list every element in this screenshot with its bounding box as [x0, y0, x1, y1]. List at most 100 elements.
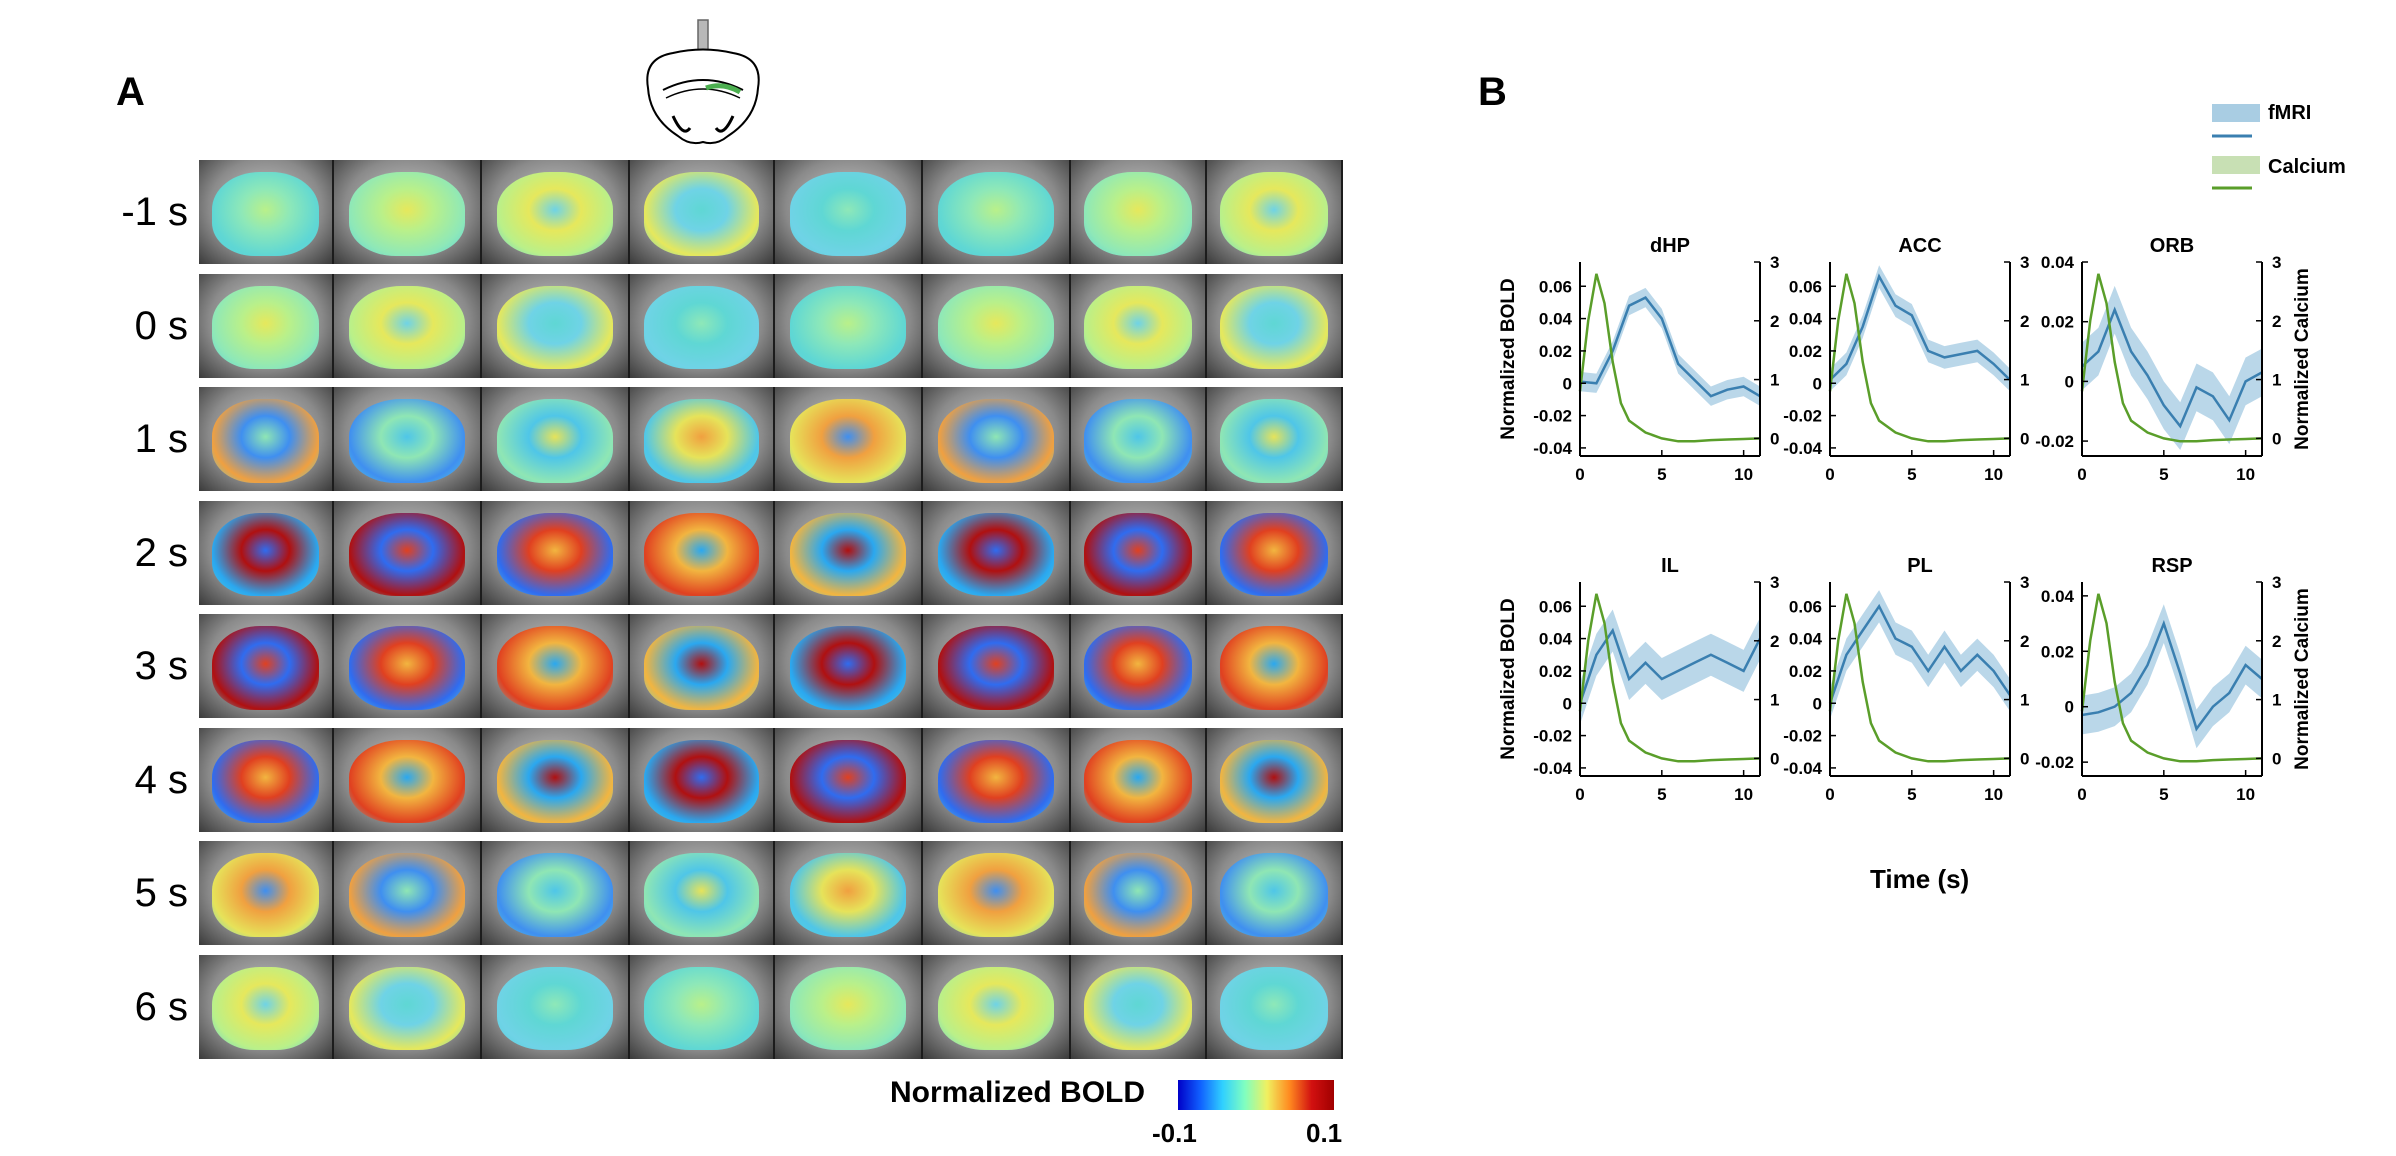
fmri-series-line [1578, 627, 1762, 704]
bold-activation-map [348, 172, 466, 256]
bold-activation-map [496, 285, 614, 370]
x-tick-label: 5 [2159, 785, 2168, 804]
brain-slice [1071, 727, 1207, 832]
brain-slice [775, 387, 923, 491]
bold-activation-map [1084, 966, 1192, 1051]
y-tick-label: 0 [1563, 374, 1572, 393]
fmri-series-line [1829, 273, 2011, 381]
bold-activation-map [496, 966, 614, 1051]
bold-activation-map [348, 399, 466, 483]
colorbar-title: Normalized BOLD [890, 1076, 1146, 1109]
x-tick-label: 10 [1734, 465, 1753, 484]
brain-slice [482, 727, 630, 832]
y2-tick-label: 3 [2272, 253, 2281, 272]
y-tick-label: -0.04 [1783, 439, 1822, 458]
y-tick-label: 0.04 [1789, 630, 1823, 649]
x-tick-label: 5 [1657, 465, 1666, 484]
brain-slice-strip [199, 273, 1343, 378]
fmri-error-band [2082, 604, 2262, 749]
brain-slice-strip [199, 614, 1343, 718]
y2-tick-label: 2 [2272, 632, 2281, 651]
colorbar-max: 0.1 [1306, 1118, 1343, 1148]
bold-activation-map [496, 399, 614, 483]
row-label: 5 s [134, 871, 188, 915]
brain-slice [923, 387, 1071, 491]
bold-activation-map [644, 739, 759, 824]
calcium-series-line [1578, 273, 1761, 443]
bold-activation-map [348, 853, 466, 937]
x-tick-label: 0 [1575, 785, 1584, 804]
bold-activation-map [789, 626, 907, 710]
x-tick-label: 0 [1825, 785, 1834, 804]
bold-activation-map [937, 512, 1055, 597]
bold-activation-map [937, 285, 1055, 370]
legend-swatches [2212, 104, 2260, 190]
brain-slice [1207, 841, 1343, 945]
brain-slice [334, 500, 482, 605]
bold-activation-map [1084, 626, 1192, 710]
y2-tick-label: 3 [2020, 573, 2029, 592]
row-label: 1 s [134, 417, 188, 461]
brain-slice [775, 954, 923, 1059]
y2-tick-label: 1 [2272, 371, 2281, 390]
bold-activation-map [212, 739, 319, 824]
y2-tick-label: 0 [1770, 429, 1779, 448]
y2-tick-label: 1 [2020, 691, 2029, 710]
fmri-error-band [1830, 265, 2010, 392]
bold-activation-map [1220, 399, 1328, 483]
brain-slice [199, 614, 334, 718]
bold-activation-map [348, 512, 466, 597]
brain-slice-strip [199, 954, 1343, 1059]
bold-activation-map [937, 399, 1055, 483]
brain-slice [630, 614, 775, 718]
brain-slice [1071, 500, 1207, 605]
brain-slice [775, 841, 923, 945]
brain-slice [630, 273, 775, 378]
bold-activation-map [644, 399, 759, 483]
brain-slice [1207, 500, 1343, 605]
brain-slice [199, 841, 334, 945]
legend-calcium-label: Calcium [2268, 156, 2346, 178]
y-tick-label: 0.06 [1789, 277, 1822, 296]
fmri-series-line [2081, 306, 2263, 429]
bold-activation-map [496, 512, 614, 597]
bold-activation-map [789, 172, 907, 256]
y2-axis-label: Normalized Calcium [2292, 268, 2313, 450]
y-tick-label: -0.04 [1533, 439, 1572, 458]
brain-slice [923, 273, 1071, 378]
brain-slice [1207, 954, 1343, 1059]
y-tick-label: -0.02 [1533, 727, 1572, 746]
y2-tick-label: 0 [2272, 749, 2281, 768]
brain-slice [775, 727, 923, 832]
row-label: 3 s [134, 644, 188, 688]
bold-activation-map [1220, 739, 1328, 824]
bold-activation-map [212, 285, 319, 370]
y-axis-label: Normalized BOLD [1498, 598, 1519, 760]
brain-slice [923, 614, 1071, 718]
brain-probe-icon [646, 19, 760, 145]
y-tick-label: 0 [1813, 694, 1822, 713]
brain-slice [334, 841, 482, 945]
brain-slice-strip [199, 387, 1343, 491]
chart-title: ACC [1898, 235, 1941, 257]
brain-slice [199, 387, 334, 491]
brain-slice [775, 500, 923, 605]
legend-calcium-band [2212, 156, 2260, 174]
bold-activation-map [212, 853, 319, 937]
x-tick-label: 5 [2159, 465, 2168, 484]
brain-slice [923, 160, 1071, 264]
brain-slice [630, 954, 775, 1059]
bold-activation-map [348, 626, 466, 710]
row-label: 6 s [134, 984, 188, 1029]
y-tick-label: 0 [1563, 694, 1572, 713]
y-tick-label: -0.02 [2035, 753, 2074, 772]
bold-activation-map [212, 172, 319, 256]
y-tick-label: 0.04 [2041, 253, 2075, 272]
bold-activation-map [644, 966, 759, 1051]
x-tick-label: 0 [1575, 465, 1584, 484]
brain-slice [199, 160, 334, 264]
y-tick-label: 0 [2065, 372, 2074, 391]
y2-tick-label: 0 [1770, 749, 1779, 768]
y-tick-label: 0.06 [1539, 277, 1572, 296]
